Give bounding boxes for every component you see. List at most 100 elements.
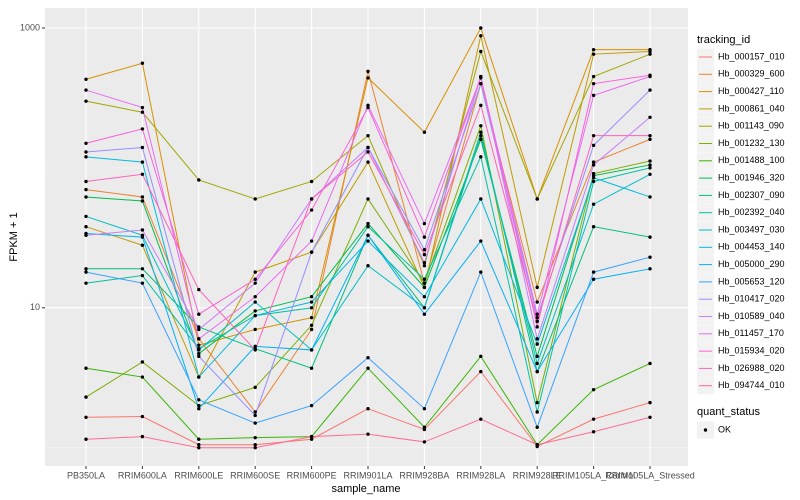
point bbox=[84, 77, 88, 81]
point bbox=[84, 155, 88, 159]
point bbox=[197, 403, 201, 408]
point bbox=[84, 437, 88, 441]
x-tick-label: RRIM105LA_Control bbox=[552, 470, 635, 480]
point bbox=[366, 366, 370, 370]
point bbox=[422, 130, 427, 134]
legend-label: Hb_000427_110 bbox=[718, 86, 784, 96]
point bbox=[591, 179, 596, 184]
point bbox=[84, 99, 88, 103]
point bbox=[648, 159, 652, 163]
point bbox=[366, 197, 370, 201]
point bbox=[140, 105, 145, 110]
point bbox=[366, 432, 370, 436]
point bbox=[197, 437, 201, 441]
legend-title: tracking_id bbox=[697, 34, 750, 46]
point bbox=[140, 434, 145, 439]
legend-label: Hb_026988_020 bbox=[718, 363, 785, 373]
point bbox=[84, 267, 88, 271]
point bbox=[422, 221, 427, 226]
point bbox=[535, 410, 539, 414]
point bbox=[648, 88, 652, 92]
point bbox=[591, 163, 596, 167]
point bbox=[648, 267, 652, 271]
point bbox=[648, 195, 652, 199]
point bbox=[253, 295, 257, 299]
point bbox=[197, 375, 201, 379]
y-tick-label: 1000 bbox=[20, 22, 40, 32]
x-tick-label: RRIM928LE bbox=[513, 470, 562, 480]
point bbox=[479, 81, 483, 86]
legend-label: Hb_001946_320 bbox=[718, 172, 785, 182]
point bbox=[366, 133, 370, 138]
point bbox=[591, 143, 596, 148]
legend-label: Hb_000861_040 bbox=[718, 103, 785, 113]
point bbox=[197, 446, 201, 450]
point bbox=[422, 261, 427, 265]
point bbox=[648, 163, 652, 167]
point bbox=[253, 421, 257, 425]
point bbox=[422, 277, 427, 281]
point bbox=[591, 74, 596, 79]
x-tick-label: RRIM600LE bbox=[174, 470, 223, 480]
point bbox=[479, 49, 483, 54]
point bbox=[309, 323, 314, 327]
point bbox=[140, 360, 145, 364]
point bbox=[253, 435, 257, 440]
point bbox=[197, 343, 201, 347]
point bbox=[309, 366, 314, 370]
point bbox=[648, 172, 652, 177]
point bbox=[197, 348, 201, 352]
point bbox=[197, 327, 201, 332]
point bbox=[84, 214, 88, 219]
legend-label: Hb_005653_120 bbox=[718, 276, 785, 286]
point bbox=[197, 443, 201, 447]
point bbox=[422, 281, 427, 285]
point bbox=[591, 133, 596, 138]
legend-label: Hb_011457_170 bbox=[718, 328, 784, 338]
point bbox=[591, 93, 596, 98]
point bbox=[140, 235, 145, 239]
point bbox=[479, 26, 483, 30]
point bbox=[479, 133, 483, 138]
legend-label: Hb_094744_010 bbox=[718, 380, 785, 390]
point bbox=[253, 313, 257, 318]
point bbox=[366, 233, 370, 237]
point bbox=[648, 52, 652, 56]
point bbox=[479, 103, 483, 108]
point bbox=[253, 327, 257, 332]
point bbox=[140, 110, 145, 114]
point bbox=[479, 197, 483, 201]
point bbox=[422, 407, 427, 411]
point bbox=[648, 49, 652, 54]
point bbox=[197, 407, 201, 411]
point bbox=[140, 199, 145, 203]
point bbox=[253, 300, 257, 304]
point bbox=[648, 137, 652, 142]
point bbox=[253, 309, 257, 313]
point bbox=[253, 277, 257, 281]
point bbox=[140, 267, 145, 271]
y-axis-label: FPKM + 1 bbox=[8, 212, 20, 261]
legend-title: quant_status bbox=[697, 406, 760, 418]
x-axis-label: sample_name bbox=[331, 483, 400, 495]
point bbox=[535, 285, 539, 290]
point bbox=[535, 443, 539, 447]
point bbox=[309, 239, 314, 243]
point bbox=[309, 306, 314, 310]
point bbox=[197, 325, 201, 329]
point bbox=[84, 141, 88, 145]
point bbox=[422, 248, 427, 252]
point bbox=[140, 414, 145, 419]
legend-label: Hb_002392_040 bbox=[718, 207, 785, 217]
x-tick-label: RRIM105LA_Stressed bbox=[605, 470, 695, 480]
x-tick-label: RRIM600PE bbox=[287, 470, 337, 480]
point bbox=[366, 263, 370, 268]
legend-label: Hb_003497_030 bbox=[718, 224, 785, 234]
point bbox=[84, 150, 88, 154]
point bbox=[366, 105, 370, 110]
point bbox=[422, 263, 427, 268]
point bbox=[591, 47, 596, 52]
legend-label: Hb_000329_600 bbox=[718, 69, 785, 79]
legend-label: Hb_010417_020 bbox=[718, 294, 785, 304]
legend-label: Hb_004453_140 bbox=[718, 242, 785, 252]
